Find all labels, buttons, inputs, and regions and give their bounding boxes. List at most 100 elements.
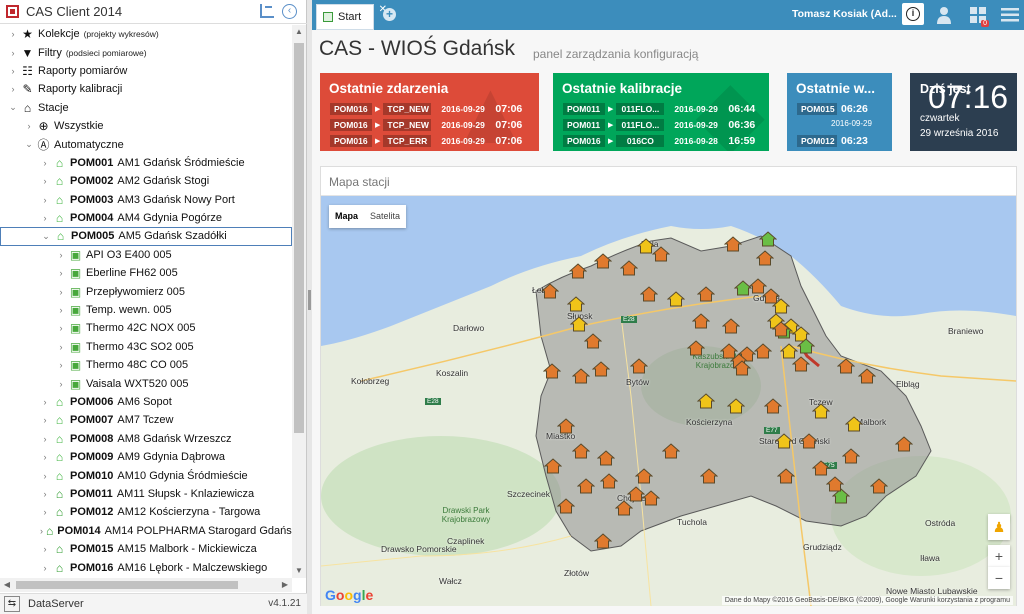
tree-item[interactable]: › ▣ Przepływomierz 005 <box>0 282 292 300</box>
tree-item[interactable]: › ☷ Raporty pomiarów <box>0 62 292 80</box>
station-marker-icon[interactable] <box>858 368 876 384</box>
card-row[interactable]: 2016-09-29 <box>797 148 872 152</box>
zoom-out-button[interactable]: − <box>988 567 1010 589</box>
tree-view-icon[interactable] <box>260 4 274 18</box>
tree-item[interactable]: ⌄ ⌂ Stacje <box>0 99 292 117</box>
tree-item-pom012[interactable]: › ⌂ POM012 AM12 Kościerzyna - Targowa <box>0 503 292 521</box>
station-marker-icon[interactable] <box>569 263 587 279</box>
expand-arrow-icon[interactable]: › <box>43 433 47 444</box>
expand-arrow-icon[interactable]: › <box>43 452 47 463</box>
station-marker-icon[interactable] <box>567 296 585 312</box>
tree-item[interactable]: › ★ Kolekcje (projekty wykresów) <box>0 25 292 43</box>
station-marker-icon[interactable] <box>777 468 795 484</box>
tree-item[interactable]: › ▣ Thermo 48C CO 005 <box>0 356 292 374</box>
station-marker-icon[interactable] <box>780 343 798 359</box>
expand-arrow-icon[interactable]: › <box>43 470 47 481</box>
scrollbar-thumb[interactable] <box>16 581 238 589</box>
tree-item-pom007[interactable]: › ⌂ POM007 AM7 Tczew <box>0 411 292 429</box>
expand-arrow-icon[interactable]: › <box>11 84 15 95</box>
station-marker-icon[interactable] <box>842 448 860 464</box>
station-marker-icon[interactable] <box>572 443 590 459</box>
expand-arrow-icon[interactable]: › <box>59 323 63 334</box>
station-marker-icon[interactable] <box>697 393 715 409</box>
expand-arrow-icon[interactable]: › <box>59 249 63 260</box>
station-marker-icon[interactable] <box>775 433 793 449</box>
station-marker-icon[interactable] <box>577 478 595 494</box>
station-marker-icon[interactable] <box>759 231 777 247</box>
station-marker-icon[interactable] <box>635 468 653 484</box>
station-marker-icon[interactable] <box>734 280 752 296</box>
station-marker-icon[interactable] <box>597 450 615 466</box>
close-tab-icon[interactable]: ✕ <box>378 4 387 15</box>
google-logo[interactable]: Google <box>325 587 373 603</box>
station-marker-icon[interactable] <box>812 460 830 476</box>
station-marker-icon[interactable] <box>627 486 645 502</box>
card-row[interactable]: POM015 06:26 <box>797 102 868 116</box>
tree-item[interactable]: › ▣ Thermo 42C NOX 005 <box>0 319 292 337</box>
station-marker-icon[interactable] <box>543 363 561 379</box>
station-map[interactable]: HelaŁebaDarłowoSłupskGdyniaSopotKoszalin… <box>321 196 1016 606</box>
station-marker-icon[interactable] <box>792 326 810 342</box>
tree-item-pom002[interactable]: › ⌂ POM002 AM2 Gdańsk Stogi <box>0 172 292 190</box>
expand-arrow-icon[interactable]: › <box>43 397 47 407</box>
expand-arrow-icon[interactable]: › <box>11 65 15 76</box>
tree-item-pom006[interactable]: › ⌂ POM006 AM6 Sopot <box>0 393 292 411</box>
map-attribution[interactable]: Dane do Mapy ©2016 GeoBasis-DE/BKG (©200… <box>721 596 1013 605</box>
connection-switch-icon[interactable]: ⇆ <box>4 596 20 612</box>
station-marker-icon[interactable] <box>749 278 767 294</box>
scroll-up-arrow-icon[interactable]: ▲ <box>295 27 303 36</box>
station-marker-icon[interactable] <box>572 368 590 384</box>
tree-item[interactable]: ⌄ Ⓐ Automatyczne <box>0 135 292 153</box>
expand-arrow-icon[interactable]: › <box>11 47 15 58</box>
station-marker-icon[interactable] <box>720 343 738 359</box>
station-marker-icon[interactable] <box>687 340 705 356</box>
dashboard-tiles-button[interactable]: 0 <box>964 0 992 30</box>
card-row[interactable]: POM016 ▶ TCP_NEW 2016-09-29 07:06 <box>330 118 522 132</box>
tree-item[interactable]: › ▣ Vaisala WXT520 005 <box>0 374 292 392</box>
expand-arrow-icon[interactable]: › <box>59 360 63 371</box>
station-marker-icon[interactable] <box>630 358 648 374</box>
tree-item-pom004[interactable]: › ⌂ POM004 AM4 Gdynia Pogórze <box>0 209 292 227</box>
expand-arrow-icon[interactable]: › <box>43 488 47 499</box>
expand-arrow-icon[interactable]: › <box>43 415 47 426</box>
tree-vertical-scrollbar[interactable]: ▲ ▼ <box>292 25 306 578</box>
scroll-down-arrow-icon[interactable]: ▼ <box>295 566 303 575</box>
card-row[interactable]: POM012 06:23 <box>797 134 868 148</box>
station-marker-icon[interactable] <box>640 286 658 302</box>
tree-item-pom014[interactable]: › ⌂ POM014 AM14 POLPHARMA Starogard Gdański… <box>0 522 292 540</box>
tree-item-pom016[interactable]: › ⌂ POM016 AM16 Lębork - Malczewskiego <box>0 558 292 576</box>
expand-arrow-icon[interactable]: › <box>43 176 47 187</box>
street-view-pegman-icon[interactable]: ♟ <box>988 514 1010 540</box>
collapse-arrow-icon[interactable]: ⌄ <box>9 102 17 113</box>
station-marker-icon[interactable] <box>652 246 670 262</box>
station-marker-icon[interactable] <box>584 333 602 349</box>
tree-item-pom001[interactable]: › ⌂ POM001 AM1 Gdańsk Śródmieście <box>0 154 292 172</box>
map-type-map[interactable]: Mapa <box>335 211 359 221</box>
expand-arrow-icon[interactable]: › <box>43 194 47 205</box>
expand-arrow-icon[interactable]: › <box>43 544 47 555</box>
station-marker-icon[interactable] <box>756 250 774 266</box>
station-marker-icon[interactable] <box>724 236 742 252</box>
station-marker-icon[interactable] <box>592 361 610 377</box>
map-type-satellite[interactable]: Satelita <box>370 211 401 221</box>
card-row[interactable]: POM011 ▶ 011FLO... 2016-09-29 06:36 <box>563 118 755 132</box>
collapse-arrow-icon[interactable]: ⌄ <box>25 139 33 150</box>
station-marker-icon[interactable] <box>594 533 612 549</box>
card-row[interactable]: POM016 ▶ TCP_NEW 2016-09-29 07:06 <box>330 102 522 116</box>
tree-item-pom015[interactable]: › ⌂ POM015 AM15 Malbork - Mickiewicza <box>0 540 292 558</box>
expand-arrow-icon[interactable]: › <box>59 268 63 279</box>
tree-horizontal-scrollbar[interactable]: ◀ ▶ <box>0 578 292 592</box>
expand-arrow-icon[interactable]: › <box>40 525 43 536</box>
station-marker-icon[interactable] <box>762 288 780 304</box>
station-marker-icon[interactable] <box>615 500 633 516</box>
expand-arrow-icon[interactable]: › <box>59 378 63 389</box>
station-marker-icon[interactable] <box>772 321 790 337</box>
station-marker-icon[interactable] <box>727 398 745 414</box>
scroll-left-arrow-icon[interactable]: ◀ <box>3 580 11 589</box>
tab-start[interactable]: Start ✕ <box>316 4 387 30</box>
station-marker-icon[interactable] <box>620 260 638 276</box>
station-marker-icon[interactable] <box>895 436 913 452</box>
tree-item-pom005[interactable]: ⌄ ⌂ POM005 AM5 Gdańsk Szadółki <box>0 227 292 246</box>
station-marker-icon[interactable] <box>826 476 844 492</box>
expand-arrow-icon[interactable]: › <box>11 29 15 40</box>
